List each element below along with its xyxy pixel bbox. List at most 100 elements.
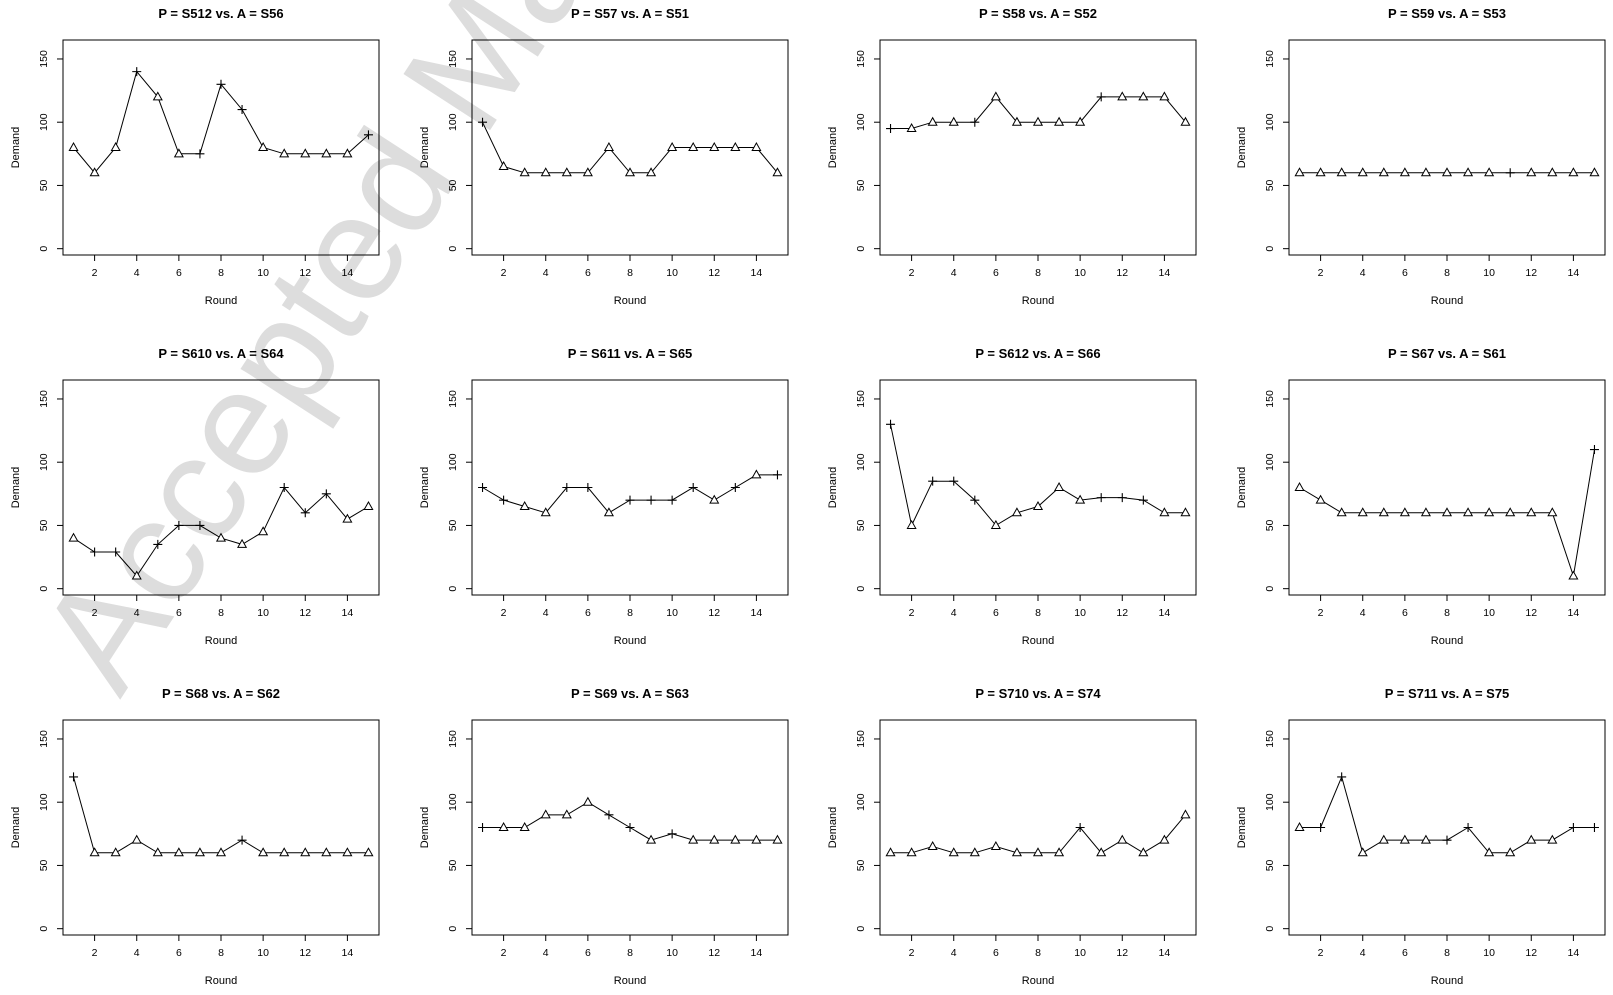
x-tick-label: 14 <box>751 947 763 959</box>
chart-panel-3: P = S58 vs. A = S52 2 4 6 8 10 12 14 0 50 100 150 Ro… <box>827 6 1197 307</box>
data-point <box>1032 116 1044 126</box>
x-tick-label: 10 <box>666 607 678 619</box>
data-point <box>582 167 593 177</box>
y-tick-label: 0 <box>38 586 50 592</box>
y-tick-label: 150 <box>38 390 50 408</box>
y-axis-label: Demand <box>827 127 839 169</box>
data-point <box>1180 507 1191 517</box>
watermark: Accepted Ma <box>6 0 624 717</box>
data-point <box>667 141 678 151</box>
data-point <box>258 526 269 536</box>
x-tick-label: 14 <box>1568 947 1580 959</box>
y-tick-label: 150 <box>38 50 50 68</box>
data-point <box>1526 167 1537 177</box>
y-tick-label: 100 <box>1264 453 1276 471</box>
data-point <box>1505 168 1515 178</box>
data-point <box>1547 834 1558 844</box>
data-point <box>68 141 79 151</box>
y-tick-label: 50 <box>855 179 867 191</box>
data-point <box>927 116 938 126</box>
data-point <box>237 105 247 115</box>
x-tick-label: 10 <box>666 267 678 279</box>
data-point <box>215 847 227 857</box>
panel-title: P = S611 vs. A = S65 <box>568 346 693 361</box>
x-tick-label: 4 <box>134 267 140 279</box>
x-tick-label: 8 <box>1444 947 1450 959</box>
x-tick-label: 2 <box>909 947 915 959</box>
x-tick-label: 4 <box>1360 267 1366 279</box>
y-axis-label: Demand <box>10 807 22 849</box>
x-tick-label: 10 <box>1074 267 1086 279</box>
data-point <box>927 840 938 850</box>
y-tick-label: 100 <box>447 453 459 471</box>
chart-panel-4: P = S59 vs. A = S53 2 4 6 8 10 12 14 0 50 100 150 Ro… <box>1236 6 1606 307</box>
data-point <box>603 507 614 517</box>
data-point <box>688 141 699 151</box>
x-tick-label: 10 <box>666 947 678 959</box>
data-point <box>498 160 509 170</box>
data-point <box>173 148 184 158</box>
data-point <box>132 67 142 77</box>
data-point <box>342 847 353 857</box>
data-point <box>519 500 530 510</box>
x-tick-label: 14 <box>1568 607 1580 619</box>
data-point <box>1399 167 1410 177</box>
data-point <box>478 823 488 832</box>
x-tick-label: 10 <box>257 267 269 279</box>
y-tick-label: 150 <box>1264 390 1276 408</box>
data-point <box>68 532 79 542</box>
data-point <box>89 847 100 857</box>
y-tick-label: 50 <box>38 179 50 191</box>
data-point <box>772 834 783 844</box>
x-tick-label: 4 <box>134 947 140 959</box>
data-point <box>1589 823 1599 832</box>
panel-title: P = S69 vs. A = S63 <box>571 686 689 701</box>
y-tick-label: 50 <box>1264 859 1276 871</box>
x-axis-label: Round <box>614 295 646 307</box>
data-point <box>258 141 269 151</box>
y-tick-label: 100 <box>38 793 50 811</box>
x-tick-label: 4 <box>951 607 957 619</box>
y-tick-label: 100 <box>447 113 459 131</box>
x-tick-label: 14 <box>751 267 763 279</box>
y-tick-label: 0 <box>38 246 50 252</box>
data-point <box>519 167 530 177</box>
data-point <box>709 141 720 151</box>
x-tick-label: 6 <box>176 607 182 619</box>
plot-frame <box>1288 719 1606 936</box>
data-point <box>1336 167 1347 177</box>
y-tick-label: 0 <box>855 586 867 592</box>
x-axis-label: Round <box>614 635 646 647</box>
data-point <box>1378 167 1389 177</box>
data-point <box>152 91 163 101</box>
data-point <box>342 148 353 158</box>
data-point <box>111 547 121 557</box>
data-point <box>969 847 980 857</box>
y-tick-label: 150 <box>447 50 459 68</box>
data-point <box>1075 823 1085 832</box>
x-tick-label: 6 <box>585 947 591 959</box>
data-point <box>688 483 698 492</box>
chart-panel-8: P = S67 vs. A = S61 2 4 6 8 10 12 14 0 50 100 150 Ro… <box>1236 346 1606 647</box>
chart-panel-1: P = S512 vs. A = S56 2 4 6 8 10 12 14 0 50 100 150 R… <box>10 6 380 307</box>
data-point <box>300 508 310 518</box>
data-point <box>1138 847 1149 857</box>
x-tick-label: 14 <box>342 607 354 619</box>
data-point <box>540 167 551 177</box>
y-tick-label: 100 <box>447 793 459 811</box>
data-point <box>321 489 331 499</box>
y-axis-label: Demand <box>827 467 839 509</box>
data-point <box>906 519 917 529</box>
x-axis-label: Round <box>1431 635 1463 647</box>
y-axis-label: Demand <box>10 127 22 169</box>
x-tick-label: 2 <box>1318 267 1324 279</box>
panel-title: P = S58 vs. A = S52 <box>979 6 1097 21</box>
y-axis-label: Demand <box>1236 127 1248 169</box>
data-point <box>1011 847 1022 857</box>
data-point <box>562 483 572 492</box>
y-tick-label: 150 <box>38 730 50 748</box>
chart-panel-12: P = S711 vs. A = S75 2 4 6 8 10 12 14 0 50 100 150 R… <box>1236 686 1606 987</box>
y-tick-label: 50 <box>447 179 459 191</box>
x-tick-label: 8 <box>627 947 633 959</box>
